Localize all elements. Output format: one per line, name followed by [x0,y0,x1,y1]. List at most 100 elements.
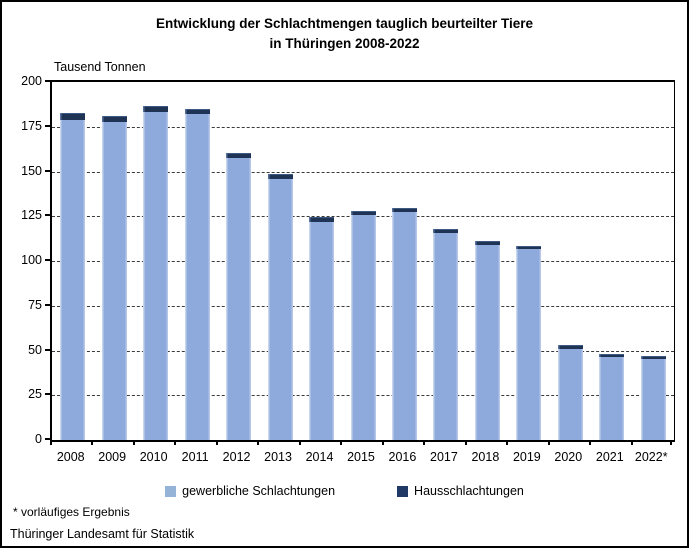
y-tick-mark-100 [45,259,50,261]
bar-segment-hausschlachtungen-2010 [143,105,169,112]
x-tick-mark-5 [257,440,260,445]
bar-segment-hausschlachtungen-2014 [309,217,335,222]
x-label-2008: 2008 [56,450,85,464]
x-label-2013: 2013 [264,450,292,464]
bar-segment-hausschlachtungen-2018 [474,240,500,245]
x-label-2014: 2014 [305,450,334,464]
x-axis-labels: 2008 2009 2010 2011 2012 2013 2014 2015 2016 2017… [50,450,672,466]
bar-segment-gewerbliche-2014 [309,221,335,440]
legend-label-gewerbliche: gewerbliche Schlachtungen [182,484,336,498]
x-tick-mark-13 [589,440,592,445]
y-tick-mark-125 [45,214,50,217]
x-tick-mark-8 [381,440,384,445]
y-tick-label-125: 125 [21,208,42,223]
x-tick-mark-6 [298,440,301,445]
legend-label-hausschlachtungen: Hausschlachtungen [414,484,524,498]
bar-segment-hausschlachtungen-2019 [516,245,542,250]
bar-segment-gewerbliche-2015 [350,215,376,440]
x-tick-mark-11 [506,440,509,445]
bar-segment-gewerbliche-2012 [226,158,252,440]
y-tick-label-0: 0 [35,432,42,446]
bar-segment-gewerbliche-2013 [267,178,293,440]
x-label-2011: 2011 [181,450,209,464]
bar-2016 [391,207,417,440]
y-tick-mark-150 [45,169,50,172]
bar-2010 [143,105,169,440]
bar-2021 [599,354,625,440]
x-label-2012: 2012 [222,450,251,464]
legend-swatch-hausschlachtungen-icon [397,485,409,497]
chart-title: Entwicklung der Schlachtmengen tauglich … [2,14,687,54]
bar-segment-hausschlachtungen-2011 [184,108,210,115]
x-label-2016: 2016 [388,450,417,464]
y-axis-unit-label: Tausend Tonnen [54,60,146,74]
x-label-2015: 2015 [347,450,375,464]
bar-2019 [516,245,542,440]
x-tick-mark-4 [215,440,218,445]
bar-segment-hausschlachtungen-2016 [391,207,417,212]
x-tick-mark-3 [174,440,177,445]
bar-segment-hausschlachtungen-2022 [640,355,666,359]
y-tick-label-75: 75 [28,297,42,312]
bar-segment-hausschlachtungen-2012 [226,152,252,159]
bar-segment-hausschlachtungen-2015 [350,210,376,216]
bar-segment-gewerbliche-2011 [184,114,210,440]
bar-segment-gewerbliche-2020 [557,348,583,440]
x-label-2009: 2009 [98,450,127,464]
legend-swatch-gewerbliche-icon [165,485,177,497]
x-tick-mark-2 [132,440,135,445]
chart-title-line1: Entwicklung der Schlachtmengen tauglich … [155,16,534,31]
y-tick-mark-25 [45,393,50,396]
x-label-2019: 2019 [512,450,541,464]
x-tick-mark-12 [547,440,550,445]
x-tick-mark-9 [423,440,426,445]
y-tick-mark-75 [45,303,50,306]
bar-segment-hausschlachtungen-2008 [60,113,86,120]
bar-segment-hausschlachtungen-2013 [267,173,293,179]
source-label: Thüringer Landesamt für Statistik [10,527,195,541]
bar-segment-gewerbliche-2008 [60,119,86,440]
legend-item-hausschlachtungen: Hausschlachtungen [397,484,524,498]
x-tick-mark-1 [91,440,94,445]
bar-segment-hausschlachtungen-2021 [599,354,625,357]
chart-title-line2: in Thüringen 2008-2022 [269,36,420,51]
bar-2020 [557,345,583,440]
bar-segment-gewerbliche-2016 [391,211,417,440]
y-tick-mark-0 [45,438,50,440]
y-tick-label-50: 50 [28,342,42,357]
y-tick-mark-200 [45,80,50,82]
x-tick-mark-0 [50,440,52,445]
bar-segment-gewerbliche-2010 [143,111,169,440]
bar-segment-gewerbliche-2018 [474,244,500,440]
bar-segment-hausschlachtungen-2017 [433,229,459,234]
x-label-2017: 2017 [430,450,458,464]
bar-2017 [433,229,459,440]
y-tick-label-175: 175 [21,118,42,133]
footnote: * vorläufiges Ergebnis [13,505,130,519]
bar-2015 [350,210,376,440]
y-tick-mark-50 [45,348,50,351]
y-tick-mark-175 [45,124,50,127]
x-tick-mark-7 [340,440,343,445]
bar-2018 [474,240,500,440]
legend-item-gewerbliche: gewerbliche Schlachtungen [165,484,335,498]
bar-2013 [267,173,293,440]
x-label-2020: 2020 [554,450,583,464]
x-tick-mark-15 [670,440,672,445]
legend: gewerbliche Schlachtungen Hausschlachtun… [2,484,687,498]
x-tick-mark-10 [464,440,467,445]
bar-segment-hausschlachtungen-2009 [101,116,127,123]
y-tick-label-25: 25 [28,387,42,402]
bar-2012 [226,152,252,440]
y-tick-label-100: 100 [21,253,42,267]
bar-segment-hausschlachtungen-2020 [557,345,583,349]
bar-2008 [60,113,86,440]
bar-segment-gewerbliche-2021 [599,356,625,440]
bar-2022 [640,355,666,440]
bar-segment-gewerbliche-2009 [101,122,127,440]
plot-area [50,80,675,442]
gridline-175 [52,126,674,128]
y-tick-label-200: 200 [21,74,42,88]
gridline-150 [52,171,674,173]
